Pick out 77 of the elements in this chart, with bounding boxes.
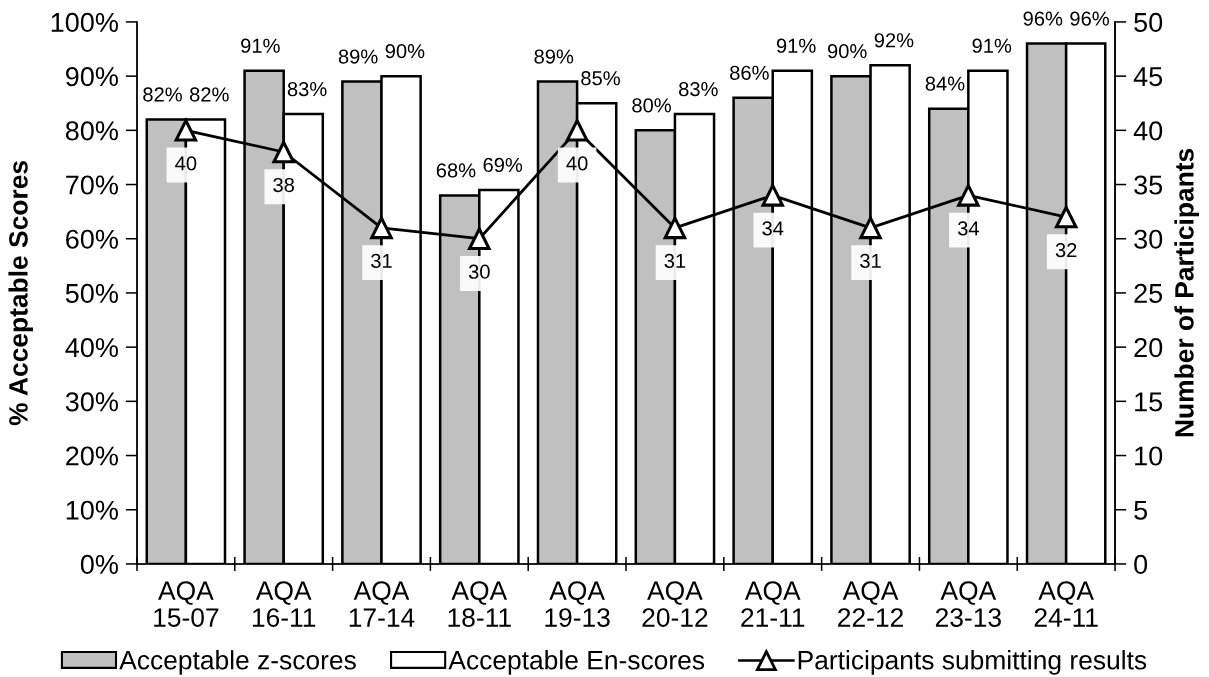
x-tick-label: AQA 24-11: [1034, 581, 1098, 627]
y2-tick-label: 10: [1135, 446, 1163, 466]
point: [174, 119, 198, 142]
x-tick-label: AQA 18-11: [448, 581, 511, 627]
y-tick-label: 10%: [66, 500, 118, 520]
x-tick-label: AQA 19-13: [545, 581, 610, 627]
legend-label: Acceptable En-scores: [448, 650, 705, 675]
legend-label: Acceptable z-scores: [119, 650, 356, 675]
data-label: 89%: [338, 49, 378, 64]
data-label: 91%: [972, 38, 1012, 53]
y-tick-label: 60%: [66, 229, 118, 249]
y-tick-label: 70%: [66, 175, 118, 195]
data-label: 80%: [632, 98, 671, 113]
y-tick-label: 50%: [65, 283, 118, 304]
data-label: 83%: [679, 81, 718, 97]
point: [1054, 205, 1078, 229]
point: [565, 119, 589, 142]
y2-tick-label: 0: [1134, 554, 1148, 575]
y-tick-label: 0%: [80, 554, 118, 575]
y2-tick-label: 30: [1134, 229, 1163, 249]
x-tick-label: AQA 15-07: [154, 581, 219, 627]
point: [272, 140, 295, 164]
y-axis-title: % Acceptable Scores: [8, 161, 33, 426]
data-label: 92%: [874, 33, 914, 48]
data-label: 89%: [534, 49, 574, 64]
data-label: 82%: [189, 87, 229, 102]
point: [370, 216, 393, 240]
legend-label: Participants submitting results: [798, 650, 1147, 675]
data-label: 90%: [827, 44, 867, 59]
x-tick-label: AQA 17-14: [349, 581, 415, 627]
x-tick-label: AQA 20-12: [642, 581, 708, 627]
y-tick-label: 20%: [66, 446, 118, 466]
y2-tick-label: 25: [1134, 283, 1163, 304]
data-label: 96%: [1070, 11, 1109, 26]
data-label: 91%: [776, 38, 816, 53]
y2-axis-title: Number of Participants: [1174, 148, 1199, 437]
data-label: 31: [860, 253, 881, 269]
point: [468, 227, 491, 250]
y2-tick-label: 20: [1134, 338, 1163, 358]
data-label: 34: [762, 221, 784, 236]
point: [761, 184, 784, 207]
data-label: 38: [273, 177, 295, 193]
data-label: 91%: [241, 38, 280, 53]
data-label: 31: [371, 253, 392, 269]
y2-tick-label: 5: [1134, 500, 1148, 520]
data-label: 82%: [143, 87, 182, 102]
y2-tick-label: 50: [1134, 12, 1163, 33]
data-label: 69%: [483, 157, 523, 173]
data-label: 40: [566, 156, 588, 171]
data-label: 34: [957, 221, 979, 236]
x-tick-label: AQA 22-12: [838, 581, 903, 627]
data-label: 30: [468, 264, 490, 279]
y-tick-label: 40%: [65, 338, 118, 358]
x-tick-label: AQA 16-11: [252, 581, 316, 627]
point: [859, 216, 882, 240]
data-label: 68%: [436, 163, 476, 178]
data-label: 86%: [730, 65, 769, 80]
y-tick-label: 90%: [65, 67, 118, 87]
data-label: 83%: [287, 81, 327, 97]
data-label: 90%: [385, 44, 425, 59]
y2-tick-label: 40: [1133, 121, 1163, 141]
y2-tick-label: 45: [1133, 67, 1163, 87]
x-tick-label: AQA 23-13: [935, 581, 1001, 627]
data-label: 85%: [581, 71, 620, 86]
y2-tick-label: 35: [1134, 175, 1163, 195]
y-tick-label: 100%: [51, 12, 118, 33]
point: [663, 216, 687, 240]
x-tick-label: AQA 21-11: [741, 581, 805, 627]
data-label: 31: [664, 253, 686, 269]
y-tick-label: 80%: [65, 121, 118, 141]
data-label: 32: [1055, 242, 1077, 258]
data-label: 40: [175, 156, 197, 171]
y-tick-label: 30%: [65, 392, 118, 412]
point: [957, 184, 980, 207]
data-label: 84%: [925, 76, 965, 91]
y2-tick-label: 15: [1135, 392, 1163, 412]
data-label: 96%: [1023, 11, 1063, 26]
